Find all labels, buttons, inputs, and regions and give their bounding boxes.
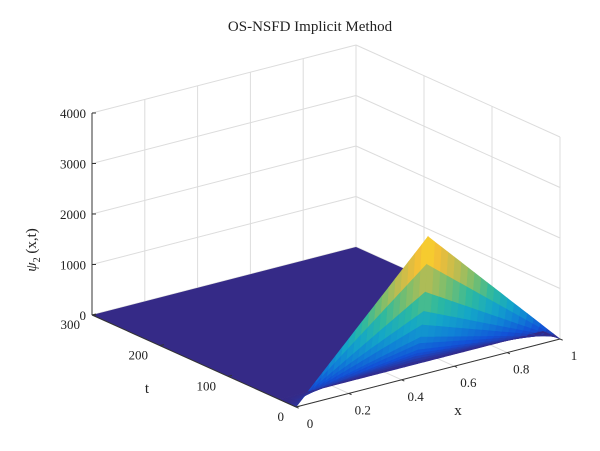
t-tick-label: 300 bbox=[61, 317, 81, 332]
x-axis-line bbox=[295, 338, 561, 408]
z-tick-label: 3000 bbox=[60, 157, 86, 172]
z-tick-label: 0 bbox=[80, 308, 87, 323]
side-gridline-z bbox=[355, 196, 561, 289]
x-tick-mark bbox=[348, 392, 352, 396]
x-tick-label: 0.4 bbox=[407, 389, 424, 404]
back-gridline-z bbox=[91, 44, 357, 114]
t-tick-label: 0 bbox=[278, 409, 285, 424]
t-tick-mark bbox=[295, 405, 301, 408]
x-tick-mark bbox=[559, 338, 563, 341]
back-gridline-z bbox=[91, 95, 357, 164]
x-tick-label: 0.6 bbox=[460, 375, 477, 390]
t-tick-mark bbox=[227, 374, 233, 377]
grid-panes bbox=[91, 44, 561, 408]
t-tick-mark bbox=[159, 344, 165, 347]
x-axis-label: x bbox=[454, 403, 462, 419]
back-gridline-z bbox=[91, 145, 357, 215]
t-tick-label: 200 bbox=[129, 348, 149, 363]
side-gridline-z bbox=[355, 145, 561, 239]
z-tick-label: 1000 bbox=[60, 258, 86, 273]
x-tick-label: 1 bbox=[571, 348, 578, 363]
side-gridline-z bbox=[355, 44, 561, 138]
x-tick-label: 0 bbox=[307, 416, 314, 431]
back-gridline-z bbox=[91, 196, 357, 265]
t-tick-label: 100 bbox=[197, 378, 217, 393]
z-tick-label: 4000 bbox=[60, 106, 86, 121]
z-tick-label: 2000 bbox=[60, 207, 86, 222]
tick-labels: 00.20.40.60.8101002003000100020003000400… bbox=[60, 106, 577, 431]
side-gridline-z bbox=[355, 95, 561, 188]
t-axis-line bbox=[91, 314, 297, 408]
z-axis-symbol: ψ bbox=[24, 262, 40, 272]
z-axis-args: (x,t) bbox=[24, 228, 40, 257]
y-axis-label: t bbox=[145, 381, 150, 397]
axes bbox=[91, 112, 563, 409]
chart-title: OS-NSFD Implicit Method bbox=[228, 19, 393, 35]
x-tick-mark bbox=[506, 352, 511, 355]
x-tick-label: 0.8 bbox=[513, 362, 529, 377]
x-tick-label: 0.2 bbox=[355, 402, 371, 417]
z-axis-subscript: 2 bbox=[32, 257, 43, 262]
surface-plot bbox=[92, 235, 561, 408]
x-tick-mark bbox=[401, 379, 405, 382]
z-axis-label: ψ2 (x,t) bbox=[24, 228, 43, 272]
x-tick-mark bbox=[454, 365, 458, 368]
